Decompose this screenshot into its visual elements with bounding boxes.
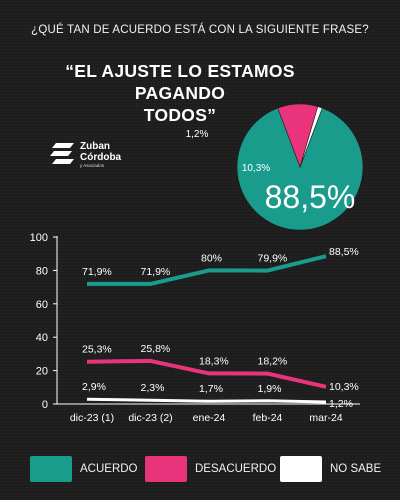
line-chart: 0 20 40 60 80 100 dic-23 (1) dic-23 (2) ene-24 fe…	[30, 232, 360, 424]
legend: ACUERDO DESACUERDO NO SABE	[0, 450, 400, 490]
data-label-no-sabe: 2,3%	[141, 382, 165, 394]
pie-label-desacuerdo: 10,3%	[242, 163, 270, 174]
quote-line-1: “EL AJUSTE LO ESTAMOS PAGANDO	[65, 61, 295, 103]
x-tick-label: ene-24	[193, 412, 226, 424]
data-label-no-sabe: 1,7%	[199, 383, 223, 395]
pie-label-no-sabe: 1,2%	[186, 129, 209, 140]
series-line-desacuerdo	[86, 358, 327, 389]
y-tick-label: 40	[36, 332, 48, 344]
legend-swatch-desacuerdo	[145, 456, 187, 482]
legend-label-desacuerdo: DESACUERDO	[195, 463, 277, 475]
data-label-desacuerdo: 10,3%	[329, 381, 359, 393]
pie-slice-acuerdo	[236, 107, 364, 231]
y-tick-label: 60	[36, 299, 48, 311]
data-label-no-sabe: 2,9%	[82, 381, 106, 393]
pie-label-acuerdo: 88,5%	[265, 179, 356, 215]
x-tick-label: dic-23 (2)	[128, 412, 172, 424]
logo-name: Zuban Córdoba	[80, 141, 121, 163]
data-label-no-sabe: 1,2%	[329, 398, 353, 410]
quote-line-2: TODOS”	[143, 105, 217, 125]
y-tick-label: 0	[42, 399, 48, 411]
legend-swatch-acuerdo	[30, 456, 72, 482]
data-label-acuerdo: 71,9%	[82, 266, 112, 278]
y-tick-label: 100	[30, 232, 48, 244]
pie-slice-no-sabe	[299, 106, 323, 168]
data-label-desacuerdo: 25,8%	[141, 343, 171, 355]
logo-subtitle: y Asociados	[80, 163, 105, 168]
pie-chart: 88,5% 10,3% 1,2%	[186, 103, 364, 231]
x-tick-label: dic-23 (1)	[70, 412, 114, 424]
data-label-desacuerdo: 18,2%	[258, 356, 288, 368]
data-label-acuerdo: 71,9%	[141, 266, 171, 278]
quote-title: “EL AJUSTE LO ESTAMOS PAGANDO TODOS”	[30, 60, 330, 126]
survey-question: ¿QUÉ TAN DE ACUERDO ESTÁ CON LA SIGUIENT…	[31, 24, 369, 36]
x-tick-label: mar-24	[309, 412, 342, 424]
legend-label-no-sabe: NO SABE	[330, 463, 382, 475]
data-label-no-sabe: 1,9%	[258, 383, 282, 395]
legend-swatch-no-sabe	[280, 456, 322, 482]
data-label-acuerdo: 80%	[201, 252, 222, 264]
series-line-acuerdo	[87, 254, 327, 286]
series-line-no-sabe	[86, 397, 327, 404]
data-label-desacuerdo: 18,3%	[199, 355, 229, 367]
logo-mark-icon	[50, 143, 74, 164]
y-tick-label: 80	[36, 265, 48, 277]
zuban-cordoba-logo: Zuban Córdoba y Asociados	[50, 140, 140, 172]
y-tick-label: 20	[36, 366, 48, 378]
data-label-acuerdo: 88,5%	[329, 246, 359, 258]
legend-label-acuerdo: ACUERDO	[80, 463, 138, 475]
data-label-desacuerdo: 25,3%	[82, 344, 112, 356]
logo-line-1: Zuban	[80, 141, 110, 152]
data-label-acuerdo: 79,9%	[258, 253, 288, 265]
logo-line-2: Córdoba	[80, 152, 122, 163]
x-tick-label: feb-24	[253, 412, 283, 424]
